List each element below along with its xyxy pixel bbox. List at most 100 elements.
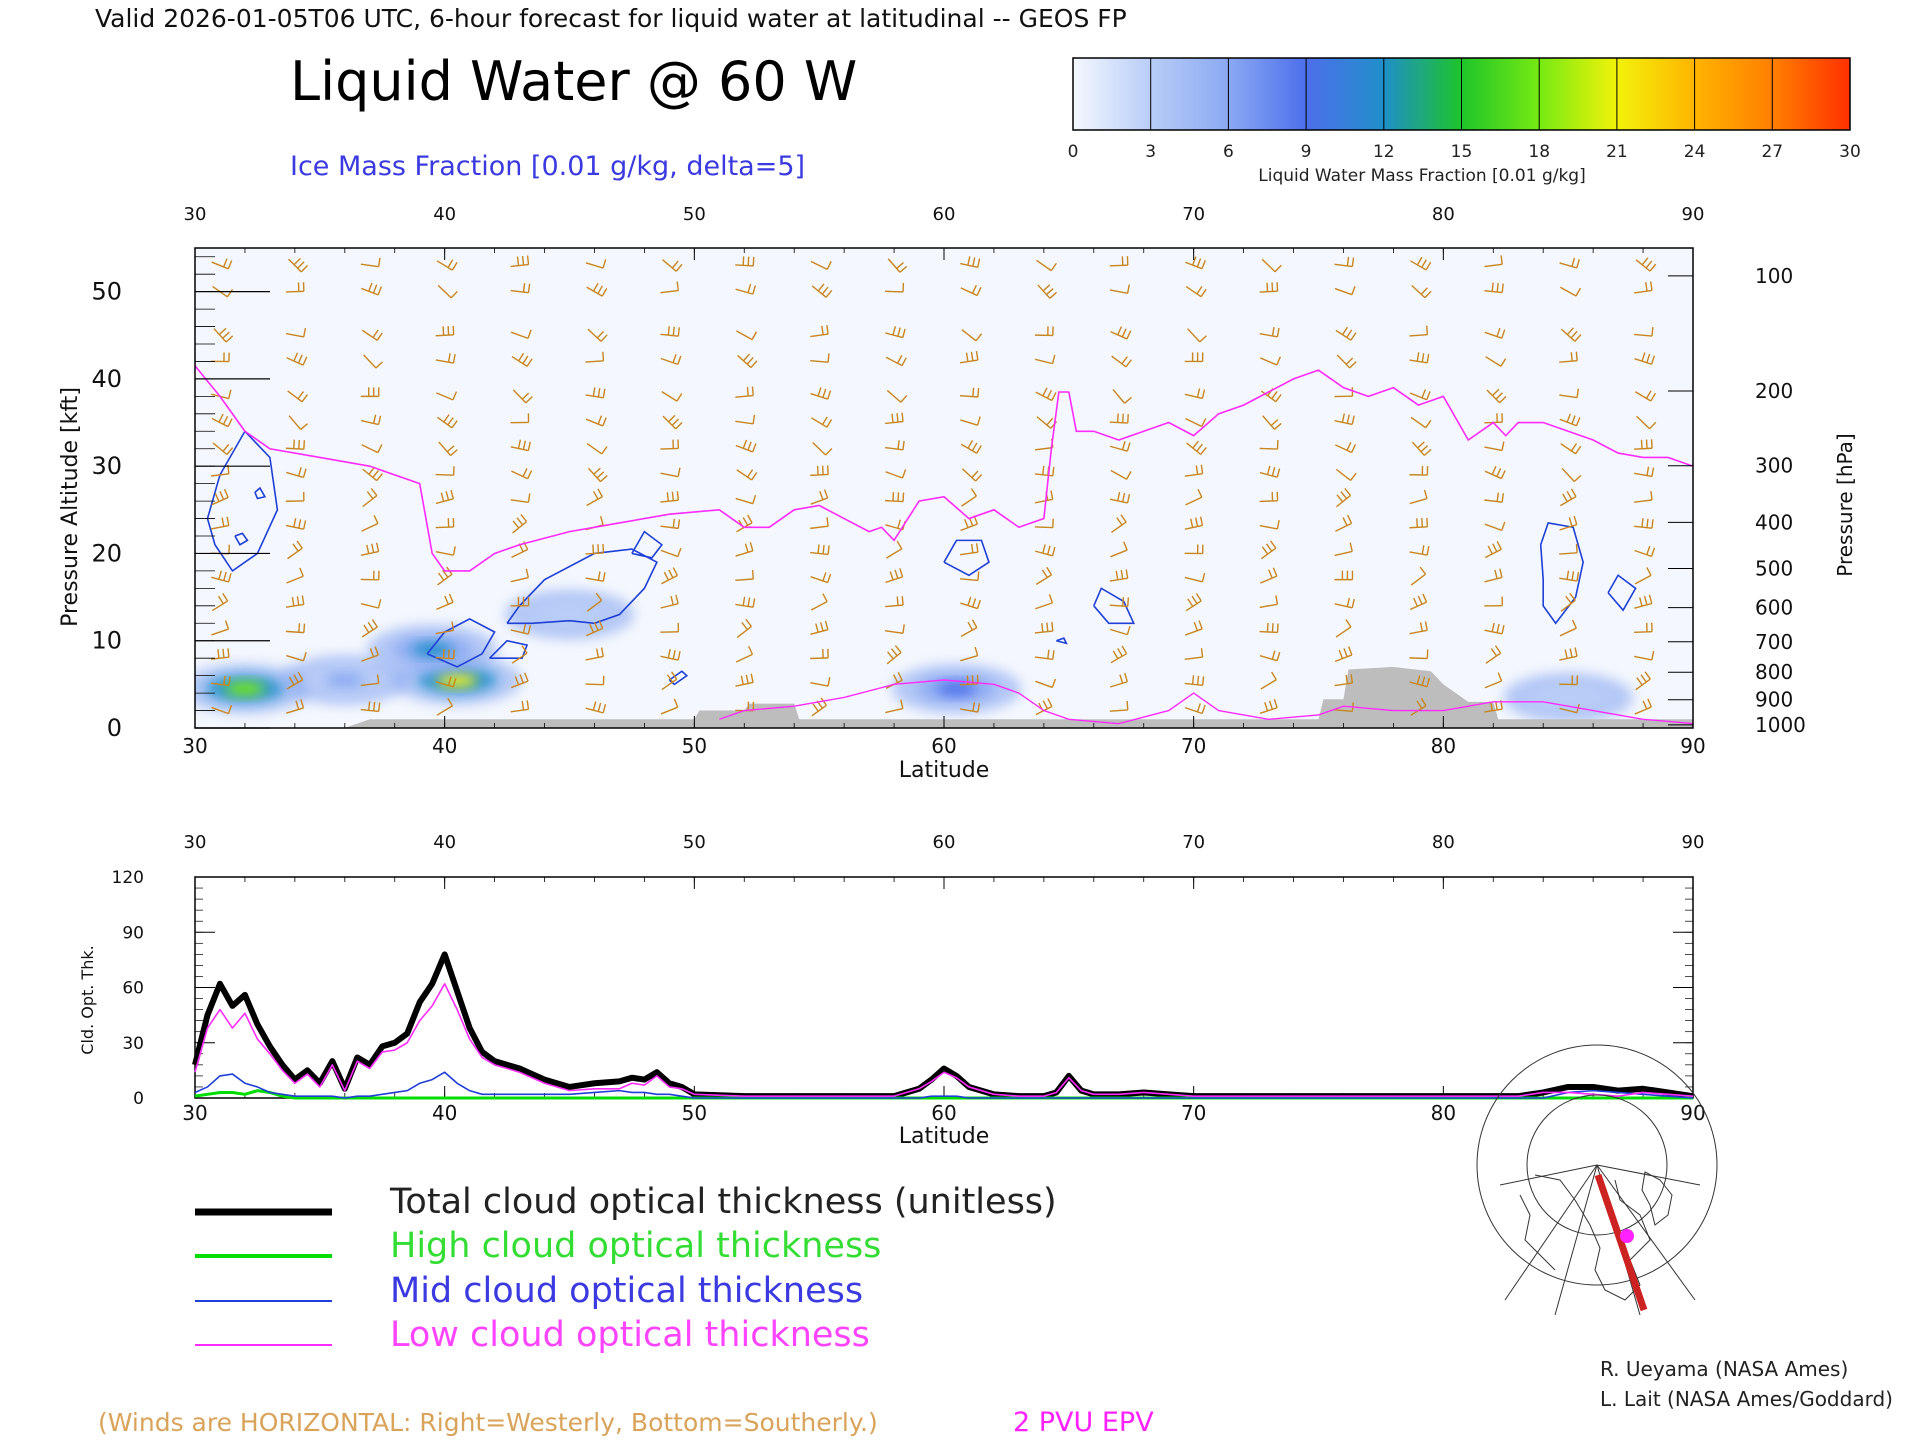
wind-barb-flag [1042, 544, 1046, 554]
wind-barb-staff [1559, 286, 1577, 297]
wind-barb-staff [585, 552, 604, 555]
wind-barb-staff [810, 681, 829, 687]
wind-barb-flag [668, 569, 674, 579]
wind-barb-flag [369, 648, 375, 658]
wind-barb-staff [1185, 600, 1202, 612]
wind-barb-flag [970, 351, 974, 361]
wind-barb-flag [1196, 258, 1202, 268]
wind-barb-staff [811, 417, 828, 428]
wind-barb-flag [827, 573, 832, 583]
wind-barb-staff [1037, 284, 1051, 299]
wind-barb-flag [1562, 493, 1568, 502]
wind-barb-staff [288, 258, 302, 273]
colorbar-tick-label: 15 [1451, 142, 1473, 162]
colorbar-tick-label: 0 [1068, 142, 1079, 162]
wind-barb-flag [1651, 327, 1654, 337]
liquid-water-core [224, 682, 265, 696]
wind-barb [1410, 256, 1432, 271]
wind-barb-flag [974, 646, 979, 656]
wind-barb-flag [1501, 521, 1506, 531]
wind-barb [660, 594, 679, 609]
wind-barb-flag [1276, 468, 1281, 478]
wind-barb [1109, 625, 1131, 636]
wind-barb-flag [749, 542, 754, 552]
wind-barb-staff [810, 576, 828, 584]
wind-barb-flag [1195, 592, 1202, 602]
x-tick-label-top: 80 [1432, 204, 1455, 225]
wind-barb-flag [300, 423, 308, 430]
x-tick-label-top: 30 [184, 832, 207, 853]
wind-barb-flag [975, 351, 979, 361]
wind-barb [735, 542, 754, 557]
wind-barb-staff [1109, 681, 1128, 688]
wind-barb [1409, 649, 1429, 660]
valid-line: Valid 2026-01-05T06 UTC, 6-hour forecast… [95, 4, 1127, 33]
wind-barb-flag [367, 621, 374, 631]
wind-barb-staff [1634, 472, 1653, 478]
wind-barb-flag [1419, 622, 1423, 632]
wind-barb [1559, 257, 1580, 269]
wind-barb-staff [1187, 328, 1201, 343]
wind-barb-flag [225, 335, 234, 343]
wind-barb-flag [1564, 649, 1568, 659]
wind-barb-flag [1112, 650, 1119, 660]
wind-barb-staff [1410, 416, 1427, 429]
wind-barb-staff [1034, 656, 1053, 660]
wind-barb [360, 542, 380, 557]
wind-barb-flag [296, 540, 303, 549]
colorbar-tick-label: 6 [1223, 142, 1234, 162]
wind-barb [1486, 388, 1507, 404]
wind-barb [585, 387, 606, 399]
wind-barb-flag [223, 488, 229, 498]
wind-barb-staff [960, 287, 978, 297]
wind-barb-staff [435, 334, 454, 337]
wind-barb [1634, 650, 1655, 661]
wind-barb [960, 596, 981, 610]
wind-barb-staff [510, 499, 529, 504]
wind-barb-flag [1571, 415, 1576, 425]
wind-barb-staff [1259, 603, 1278, 609]
wind-barb-flag [1042, 700, 1049, 710]
wind-barb-staff [1560, 443, 1577, 455]
wind-barb-staff [1484, 470, 1502, 480]
wind-barb-flag [1196, 388, 1201, 398]
wind-barb-flag [1276, 520, 1280, 530]
wind-barb-flag [1190, 518, 1194, 528]
y-tick-label: 60 [122, 979, 144, 999]
wind-barb-staff [1109, 498, 1128, 504]
wind-barb-staff [1109, 628, 1128, 636]
wind-barb-flag [1636, 677, 1643, 686]
wind-barb [735, 494, 757, 505]
wind-barb-staff [810, 525, 829, 530]
legend-label-mid: Mid cloud optical thickness [390, 1271, 863, 1311]
wind-barb-flag [675, 594, 679, 604]
wind-barb-staff [285, 290, 304, 293]
wind-barb [810, 593, 828, 611]
wind-barb-flag [663, 571, 670, 581]
wind-barb-flag [298, 519, 302, 529]
wind-barb-flag [1573, 515, 1578, 525]
wind-barb-staff [885, 471, 903, 479]
wind-barb [1559, 570, 1580, 582]
pressure-tick-label: 600 [1755, 596, 1793, 620]
wind-barb-flag [228, 389, 232, 399]
wind-barb-flag [1424, 290, 1432, 299]
ice-contour [489, 639, 529, 659]
y-tick-label: 0 [133, 1089, 144, 1109]
wind-barb [1111, 355, 1132, 368]
wind-barb-flag [964, 519, 969, 528]
wind-barb-flag [1346, 441, 1352, 451]
wind-barb-flag [971, 442, 978, 452]
wind-barb-flag [1116, 517, 1123, 526]
wind-barb-flag [1192, 440, 1200, 449]
wind-barb-flag [522, 623, 527, 634]
wind-barb-flag [819, 491, 824, 500]
wind-barb-flag [1650, 392, 1657, 402]
wind-barb-flag [1570, 488, 1577, 497]
wind-barb-staff [510, 331, 529, 340]
wind-barb-flag [222, 593, 229, 602]
wind-barb-staff [810, 600, 828, 611]
wind-barb [959, 571, 980, 582]
liquid-water-core [412, 642, 453, 657]
wind-barb [1484, 672, 1503, 689]
